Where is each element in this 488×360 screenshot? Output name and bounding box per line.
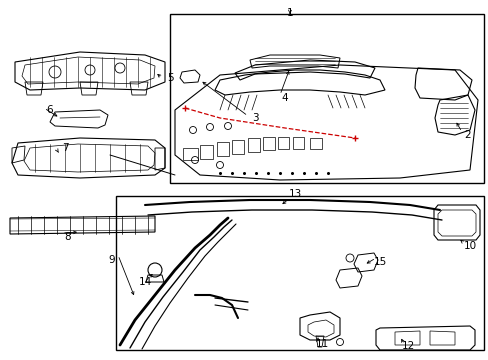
Text: 10: 10 [463, 241, 476, 251]
Text: 7: 7 [61, 143, 68, 153]
Text: 13: 13 [288, 189, 301, 199]
Text: 14: 14 [138, 277, 151, 287]
Text: 4: 4 [281, 93, 288, 103]
Text: 15: 15 [373, 257, 386, 267]
Text: 5: 5 [166, 73, 173, 83]
Text: 11: 11 [315, 339, 328, 349]
Text: 1: 1 [286, 8, 293, 18]
Text: 2: 2 [464, 130, 470, 140]
Bar [116, 196, 483, 350]
Text: 12: 12 [401, 341, 414, 351]
Bar [170, 14, 483, 183]
Text: 6: 6 [46, 105, 53, 115]
Text: 3: 3 [251, 113, 258, 123]
Text: 8: 8 [64, 232, 71, 242]
Text: 9: 9 [108, 255, 115, 265]
